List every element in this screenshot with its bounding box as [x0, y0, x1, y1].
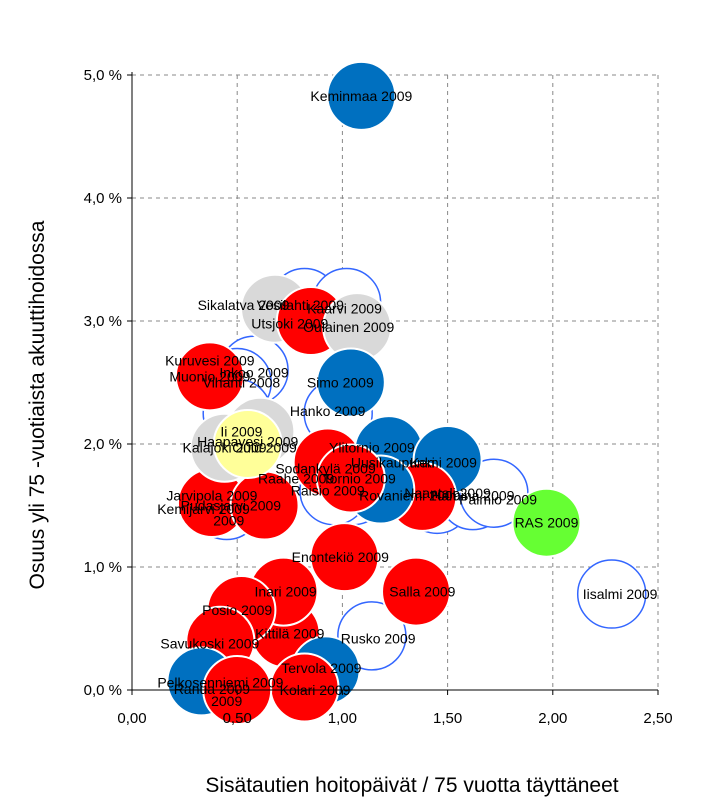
- bubble-point: [309, 522, 380, 593]
- bubble-label: Paimio 2009: [459, 491, 537, 507]
- bubble-label: Inkoo 2009: [219, 365, 288, 381]
- bubble-point: [511, 487, 582, 558]
- bubble-label: Savukoski 2009: [160, 635, 259, 651]
- y-axis-title: Osuus yli 75 -vuotiaista akuuttihoidossa: [26, 220, 49, 589]
- bubble-label: Oulu 2009: [232, 440, 297, 456]
- bubble-point: [381, 556, 452, 627]
- bubble-label: RAS 2009: [515, 515, 579, 531]
- bubble-label: Vihanti 2008: [203, 375, 281, 391]
- x-tick-label: 0,00: [117, 710, 146, 727]
- bubble-label: Raisio 2009: [291, 483, 365, 499]
- bubble-label: Kalajoki 2009: [183, 440, 267, 456]
- bubble-label: Enontekiö 2009: [292, 549, 390, 565]
- bubble-label: Naantali 2009: [404, 485, 491, 501]
- bubble-label: Hanko 2009: [290, 403, 366, 419]
- y-tick-label: 1,0 %: [84, 559, 122, 576]
- bubble-label: Vesilahti 2009: [257, 297, 344, 313]
- bubble-point: [315, 443, 386, 514]
- bubble-label: Inari 2009: [254, 584, 316, 600]
- bubble-label: Raahe 2009: [258, 470, 335, 486]
- bubble-label: Jarvipola 2009: [166, 488, 257, 504]
- bubble-label: 2009: [211, 693, 242, 709]
- bubble-label: Kemi 2009: [410, 454, 477, 470]
- bubble-label: Kuruvesi 2009: [165, 352, 255, 368]
- y-tick-label: 4,0 %: [84, 190, 122, 207]
- y-tick-label: 2,0 %: [84, 436, 122, 453]
- bubble-label: 2009: [213, 512, 244, 528]
- bubble-point: [315, 347, 386, 418]
- bubble-point: [576, 559, 647, 629]
- y-tick-label: 3,0 %: [84, 313, 122, 330]
- x-tick-label: 0,50: [223, 710, 252, 727]
- y-tick-label: 5,0 %: [84, 67, 122, 84]
- bubble-label: Ranua 2009: [174, 681, 251, 697]
- bubble-label: Tornio 2009: [323, 470, 396, 486]
- bubble-label: Tervola 2009: [281, 660, 361, 676]
- bubble-label: Kemijarvi 2009: [157, 501, 250, 517]
- bubble-label: Hamina 2009: [431, 488, 514, 504]
- bubble-label: Salla 2009: [389, 584, 455, 600]
- x-tick-label: 2,50: [643, 710, 672, 727]
- bubble-label: Uusikaupunki: [351, 454, 435, 470]
- bubble-label: Ii 2009: [220, 424, 262, 440]
- bubble-label: Utsjoki 2009: [251, 315, 328, 331]
- bubble-label: Keminmaa 2009: [310, 88, 412, 104]
- bubble-label: Iisalmi 2009: [583, 586, 658, 602]
- x-tick-label: 2,00: [538, 710, 567, 727]
- bubble-label: Sikalatva 2009: [198, 297, 290, 313]
- x-tick-label: 1,50: [433, 710, 462, 727]
- bubble-label: Rovaniemi 2009: [359, 488, 460, 504]
- bubble-label: Posio 2009: [202, 602, 272, 618]
- bubble-point: [326, 60, 397, 131]
- bubble-label: Pudasjarvi 2009: [181, 498, 282, 514]
- x-tick-label: 1,00: [328, 710, 357, 727]
- bubble-label: Muonio 2009: [169, 368, 250, 384]
- x-axis-title: Sisätautien hoitopäivät / 75 vuotta täyt…: [205, 774, 618, 797]
- axes: 0,00 0,50 1,00 1,50 2,00 2,50 0,0 % 1,0 % 2,0 % 3…: [84, 67, 673, 727]
- bubble-label: Pelkosenniemi 2009: [157, 675, 283, 691]
- bubble-label: Kittilä 2009: [255, 625, 324, 641]
- bubble-label: Ylitornio 2009: [329, 440, 415, 456]
- bubble-point: [212, 409, 283, 479]
- bubbles: [166, 60, 647, 725]
- bubble-label: Oulainen 2009: [303, 319, 394, 335]
- y-tick-label: 0,0 %: [84, 682, 122, 699]
- bubble-label: Haapavesi 2009: [197, 434, 298, 450]
- bubble-label: Rusko 2009: [341, 630, 416, 646]
- bubble-point: [174, 341, 245, 412]
- bubble-label: Kaarvi 2009: [307, 301, 382, 317]
- bubble-label: Simo 2009: [307, 375, 374, 391]
- bubble-label: Sodankylä 2009: [275, 461, 376, 477]
